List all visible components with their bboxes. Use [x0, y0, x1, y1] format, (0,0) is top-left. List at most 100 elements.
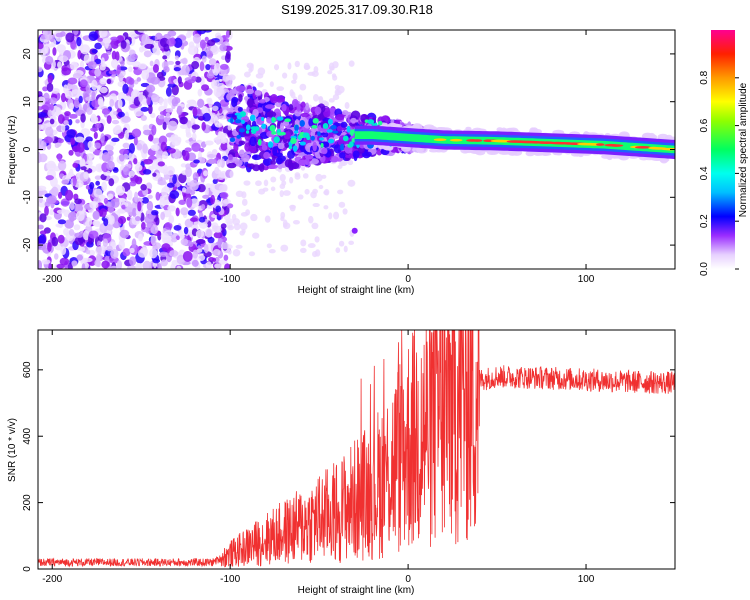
heatmap-cell: [152, 258, 161, 264]
heatmap-cell: [155, 191, 161, 201]
heatmap-cell: [63, 120, 69, 126]
heatmap-cell: [219, 63, 229, 70]
heatmap-cell: [205, 228, 213, 238]
heatmap-cell: [288, 104, 294, 111]
heatmap-cell: [187, 45, 198, 56]
heatmap-cell: [151, 124, 157, 136]
heatmap-cell: [179, 124, 189, 130]
heatmap-cell: [129, 180, 137, 187]
heatmap-cell: [127, 66, 133, 73]
heatmap-cell: [159, 115, 165, 120]
heatmap-cell: [159, 197, 165, 209]
heatmap-cell: [128, 77, 135, 85]
heatmap-cell: [41, 259, 51, 265]
heatmap-cell: [296, 103, 301, 112]
heatmap-cell: [151, 159, 161, 170]
heatmap-cell: [80, 166, 87, 171]
heatmap-cell: [249, 136, 257, 147]
heatmap-cell: [38, 224, 44, 230]
heatmap-cell: [245, 130, 250, 134]
heatmap-cell: [294, 124, 299, 132]
heatmap-cell: [307, 243, 316, 249]
heatmap-cell: [150, 76, 161, 85]
heatmap-cell: [288, 145, 293, 149]
heatmap-cell: [64, 90, 74, 99]
heatmap-cell: [294, 109, 302, 117]
heatmap-cell: [159, 251, 169, 257]
heatmap-cell: [348, 141, 354, 148]
heatmap-cell: [85, 249, 91, 255]
heatmap-cell: [132, 61, 141, 68]
heatmap-cell: [212, 257, 217, 263]
heatmap-cell: [252, 232, 260, 239]
heatmap-cell: [300, 101, 306, 108]
heatmap-cell: [220, 141, 228, 151]
heatmap-cell: [54, 142, 60, 149]
heatmap-cell: [277, 142, 285, 150]
heatmap-cell: [38, 118, 42, 124]
heatmap-cell: [192, 249, 199, 259]
heatmap-cell: [271, 131, 277, 135]
heatmap-cell: [42, 86, 48, 92]
heatmap-cell: [74, 232, 84, 238]
heatmap-cell: [128, 170, 136, 177]
heatmap-cell: [45, 55, 54, 65]
x-tick-label: 0: [405, 274, 411, 285]
heatmap-cell: [44, 43, 49, 54]
heatmap-cell: [204, 186, 209, 197]
heatmap-cell: [304, 188, 310, 195]
heatmap-cell: [365, 151, 372, 157]
heatmap-cell: [264, 215, 271, 223]
heatmap-cell: [220, 223, 227, 229]
heatmap-cell: [142, 260, 152, 269]
heatmap-cell: [64, 189, 74, 201]
heatmap-cell: [327, 138, 335, 144]
heatmap-cell: [82, 257, 93, 263]
heatmap-cell: [267, 141, 274, 148]
heatmap-cell: [275, 157, 283, 165]
heatmap-cell: [118, 131, 125, 139]
heatmap-cell: [195, 43, 201, 48]
heatmap-cell: [38, 42, 44, 50]
heatmap-cell: [198, 254, 206, 262]
heatmap-cell: [50, 186, 59, 198]
heatmap-cell: [195, 229, 205, 238]
heatmap-cell: [246, 62, 254, 69]
colorbar: 0.0 0.2 0.4 0.6 0.8 Normalized spectral ampl…: [699, 30, 749, 276]
heatmap-cell: [157, 161, 165, 167]
heatmap-cell: [126, 216, 131, 221]
spectrogram-heatmap: [38, 30, 675, 269]
heatmap-cell: [126, 189, 133, 201]
heatmap-cell: [323, 190, 329, 195]
heatmap-cell: [143, 129, 152, 136]
heatmap-cell: [118, 153, 125, 162]
x-tick-label: -200: [42, 274, 62, 285]
heatmap-cell: [106, 160, 115, 171]
heatmap-cell: [193, 220, 198, 231]
heatmap-cell: [287, 150, 295, 159]
snr-x-ticks: -200 -100 0 100: [42, 330, 595, 585]
heatmap-cell: [169, 249, 179, 257]
heatmap-cell: [243, 180, 251, 186]
heatmap-cell: [250, 126, 258, 130]
heatmap-cell: [94, 142, 101, 149]
heatmap-cell: [317, 131, 321, 137]
heatmap-cell: [110, 36, 119, 41]
heatmap-cell: [541, 151, 550, 157]
heatmap-cell: [60, 92, 66, 103]
heatmap-cell: [289, 176, 294, 184]
heatmap-cell: [297, 94, 303, 102]
heatmap-cell: [225, 30, 231, 38]
heatmap-cell: [141, 69, 150, 80]
heatmap-cell: [76, 141, 85, 153]
heatmap-cell: [248, 251, 256, 257]
signal-band-core: [449, 138, 463, 142]
heatmap-cell: [219, 172, 225, 179]
heatmap-cell: [47, 74, 53, 84]
signal-band-core: [472, 139, 483, 142]
heatmap-cell: [168, 215, 175, 224]
heatmap-cell: [44, 201, 51, 208]
heatmap-cell: [281, 103, 287, 112]
heatmap-cell: [108, 215, 115, 225]
heatmap-cell: [99, 64, 106, 71]
